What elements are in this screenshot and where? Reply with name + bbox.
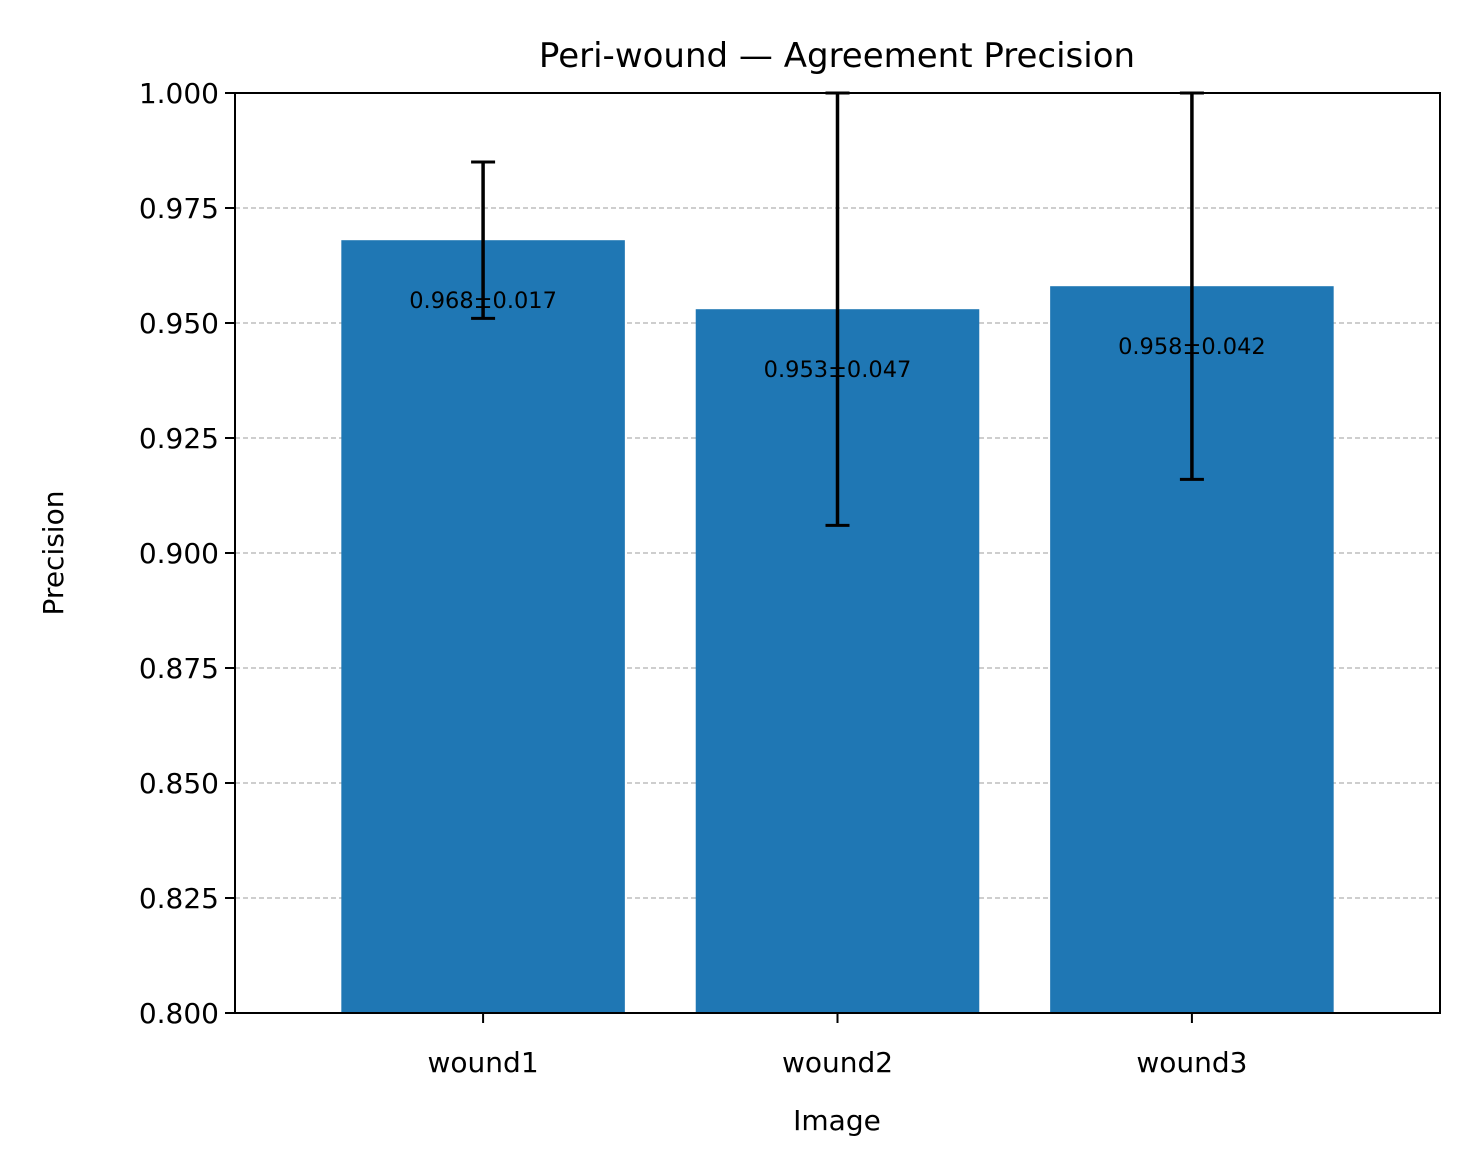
- x-tick-label: wound3: [1136, 1046, 1247, 1079]
- y-tick-label: 0.950: [139, 307, 219, 340]
- y-axis-label: Precision: [37, 491, 70, 616]
- x-tick-label: wound2: [782, 1046, 893, 1079]
- y-tick-label: 0.825: [139, 882, 219, 915]
- x-axis: wound1 wound2 wound3: [428, 1013, 1247, 1079]
- x-tick-label: wound1: [428, 1046, 539, 1079]
- y-axis: 0.800 0.825 0.850 0.875 0.900 0.925 0.950 0.975…: [139, 77, 235, 1030]
- y-tick-label: 0.925: [139, 422, 219, 455]
- y-tick-label: 0.900: [139, 537, 219, 570]
- bar-wound1: [341, 240, 625, 1013]
- y-tick-label: 0.975: [139, 192, 219, 225]
- y-tick-label: 0.875: [139, 652, 219, 685]
- data-label-wound1: 0.968±0.017: [409, 288, 557, 314]
- y-tick-label: 0.800: [139, 997, 219, 1030]
- y-tick-label: 0.850: [139, 767, 219, 800]
- chart-title: Peri-wound — Agreement Precision: [539, 36, 1135, 76]
- data-labels: 0.968±0.017 0.953±0.047 0.958±0.042: [409, 288, 1266, 383]
- error-bars: [471, 91, 1204, 527]
- y-tick-label: 1.000: [139, 77, 219, 110]
- data-label-wound3: 0.958±0.042: [1118, 334, 1266, 360]
- x-axis-label: Image: [793, 1104, 881, 1137]
- data-label-wound2: 0.953±0.047: [764, 357, 912, 383]
